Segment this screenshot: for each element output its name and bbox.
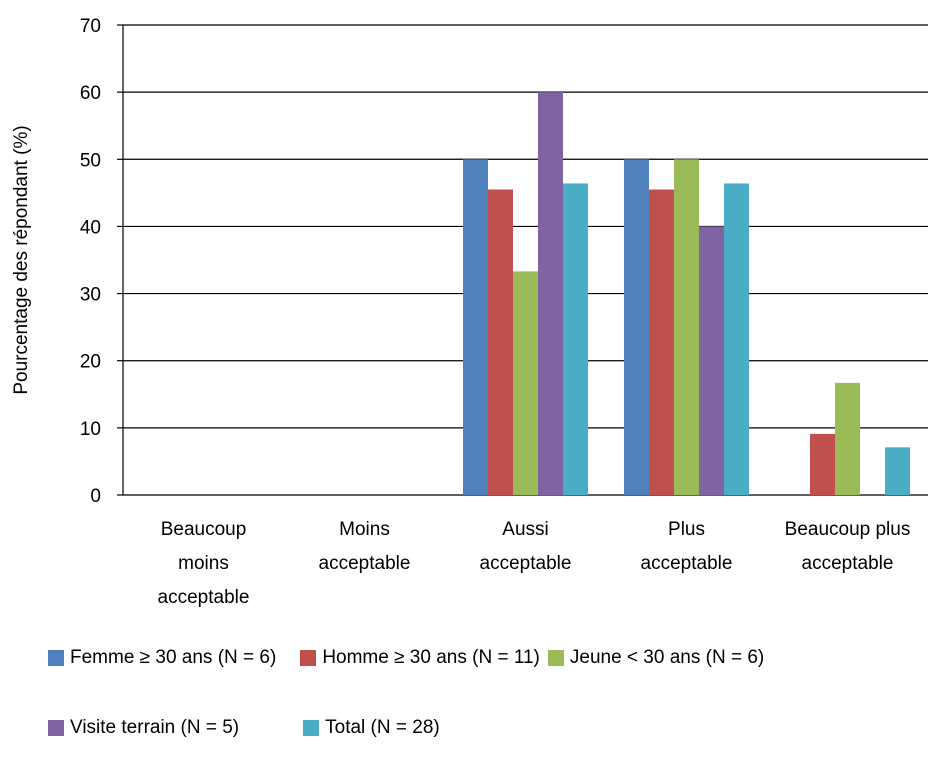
- category-label: acceptable: [802, 553, 894, 574]
- bar: [624, 159, 649, 496]
- category-label: acceptable: [641, 553, 733, 574]
- y-tick-label: 30: [80, 285, 101, 306]
- y-tick-label: 0: [90, 486, 101, 507]
- legend-swatch: [300, 650, 317, 666]
- bar: [724, 183, 749, 495]
- category-label: Plus: [668, 519, 705, 540]
- legend-label: Jeune < 30 ans (N = 6): [569, 647, 765, 668]
- legend-swatch: [547, 650, 564, 666]
- y-tick-label: 60: [80, 83, 101, 104]
- legend-item: Homme ≥ 30 ans (N = 11): [300, 647, 540, 669]
- bar: [885, 447, 910, 495]
- legend-label: Femme ≥ 30 ans (N = 6): [70, 647, 277, 668]
- bar: [810, 433, 835, 495]
- bar: [649, 189, 674, 495]
- legend-swatch: [48, 720, 64, 736]
- category-label: Beaucoup: [161, 519, 247, 540]
- bar: [488, 189, 513, 495]
- bar: [538, 92, 563, 496]
- legend-item: Femme ≥ 30 ans (N = 6): [48, 647, 276, 669]
- legend: Femme ≥ 30 ans (N = 6) Homme ≥ 30 ans (N …: [48, 640, 928, 780]
- bar: [699, 226, 724, 495]
- legend-swatch: [303, 720, 320, 736]
- y-tick-label: 40: [80, 217, 101, 238]
- y-tick-label: 70: [80, 16, 101, 37]
- category-label: acceptable: [158, 587, 250, 608]
- bars: [463, 92, 910, 496]
- legend-item: Total (N = 28): [303, 717, 440, 739]
- legend-row: Femme ≥ 30 ans (N = 6) Homme ≥ 30 ans (N …: [48, 640, 928, 676]
- category-label: Aussi: [502, 519, 548, 540]
- bar-chart: 0 10 20 30 40 50 60 70 Beaucoup moins acceptable M…: [11, 16, 928, 608]
- legend-label: Homme ≥ 30 ans (N = 11): [322, 647, 540, 668]
- category-label: Moins: [339, 519, 390, 540]
- category-label: acceptable: [319, 553, 411, 574]
- y-axis-label: Pourcentage des répondant (%): [11, 125, 32, 394]
- legend-label: Visite terrain (N = 5): [70, 717, 240, 738]
- y-tick-labels: 0 10 20 30 40 50 60 70: [80, 16, 101, 507]
- category-label: acceptable: [480, 553, 572, 574]
- legend-swatch: [48, 650, 64, 666]
- legend-item: Visite terrain (N = 5): [48, 717, 239, 739]
- legend-item: Jeune < 30 ans (N = 6): [547, 647, 765, 669]
- bar: [463, 159, 488, 496]
- legend-row: Visite terrain (N = 5) Total (N = 28): [48, 710, 928, 746]
- y-tick-label: 10: [80, 419, 101, 440]
- category-label: Beaucoup plus: [785, 519, 911, 540]
- legend-label: Total (N = 28): [325, 717, 440, 738]
- bar: [513, 271, 538, 495]
- bar: [835, 382, 860, 495]
- y-tick-label: 20: [80, 352, 101, 373]
- category-label: moins: [178, 553, 229, 574]
- bar: [674, 159, 699, 496]
- y-tick-label: 50: [80, 150, 101, 171]
- bar: [563, 183, 588, 495]
- category-labels: Beaucoup moins acceptable Moins acceptable Au…: [158, 519, 911, 608]
